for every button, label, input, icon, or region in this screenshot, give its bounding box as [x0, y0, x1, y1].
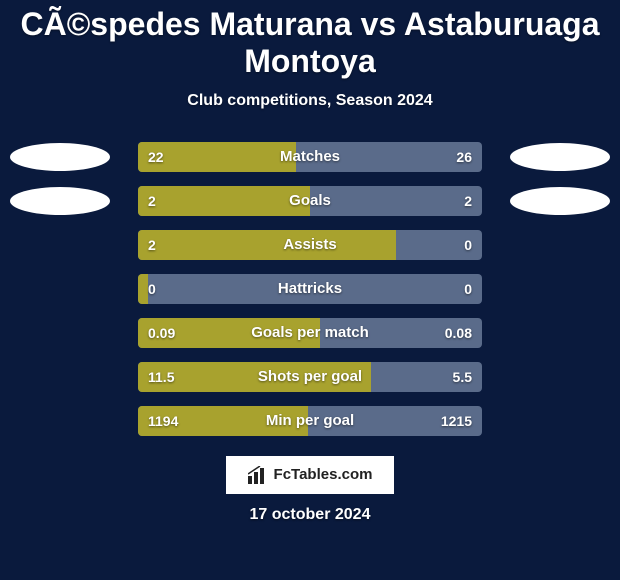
stat-value-left: 1194 [138, 406, 188, 436]
stat-value-left: 11.5 [138, 362, 184, 392]
stat-row: 0.090.08Goals per match [0, 318, 620, 348]
stats-rows: 2226Matches22Goals20Assists00Hattricks0.… [0, 142, 620, 436]
stat-bar: 20Assists [138, 230, 482, 260]
stat-bar: 2226Matches [138, 142, 482, 172]
stat-bar: 0.090.08Goals per match [138, 318, 482, 348]
stat-value-right: 0 [454, 274, 482, 304]
stat-value-left: 2 [138, 186, 166, 216]
stat-row: 0 0Hattricks [0, 274, 620, 304]
stat-row: 11941215Min per goal [0, 406, 620, 436]
stat-value-left: 0 [138, 274, 166, 304]
footer-date: 17 october 2024 [250, 506, 371, 524]
brand-badge: FcTables.com [226, 456, 395, 494]
stat-row: 2226Matches [0, 142, 620, 172]
team-badge-right [510, 143, 610, 171]
stat-row: 22Goals [0, 186, 620, 216]
team-badge-left [10, 143, 110, 171]
stat-value-left: 2 [138, 230, 166, 260]
stat-value-right: 26 [446, 142, 482, 172]
stat-bar-left-fill [138, 230, 396, 260]
stat-bar: 11.55.5Shots per goal [138, 362, 482, 392]
stat-value-left: 0.09 [138, 318, 185, 348]
stat-bar: 22Goals [138, 186, 482, 216]
stat-value-right: 5.5 [443, 362, 482, 392]
stat-value-left: 22 [138, 142, 174, 172]
stat-bar: 0 0Hattricks [138, 274, 482, 304]
team-badge-right [510, 187, 610, 215]
stat-label: Hattricks [138, 274, 482, 304]
stat-value-right: 1215 [431, 406, 482, 436]
subtitle: Club competitions, Season 2024 [187, 92, 432, 110]
stat-value-right: 0.08 [435, 318, 482, 348]
chart-icon [248, 466, 268, 484]
stat-bar: 11941215Min per goal [138, 406, 482, 436]
stat-row: 11.55.5Shots per goal [0, 362, 620, 392]
stat-value-right: 0 [454, 230, 482, 260]
team-badge-left [10, 187, 110, 215]
stat-value-right: 2 [454, 186, 482, 216]
brand-text: FcTables.com [274, 466, 373, 483]
stat-row: 20Assists [0, 230, 620, 260]
page-title: CÃ©spedes Maturana vs Astaburuaga Montoy… [0, 6, 620, 80]
